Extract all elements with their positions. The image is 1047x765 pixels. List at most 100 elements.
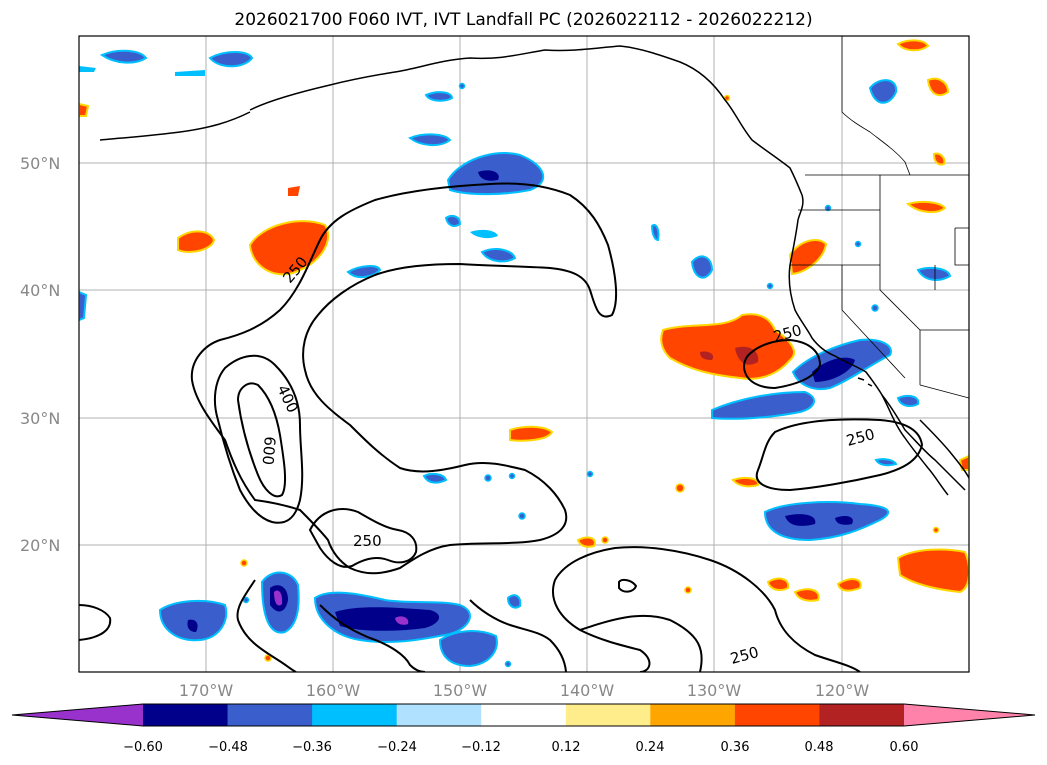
negative-patch — [868, 79, 898, 104]
negative-patch — [690, 255, 714, 279]
positive-patch — [788, 239, 828, 276]
negative-anomaly-patches — [79, 49, 952, 668]
gulf-of-california-coast — [919, 419, 969, 479]
ivt-contours — [79, 182, 924, 672]
colorbar-segment — [734, 704, 820, 726]
ivt-contour — [319, 604, 426, 672]
negative-dot — [824, 204, 832, 212]
negative-patch — [346, 265, 382, 278]
negative-patch — [470, 229, 498, 239]
negative-patch — [99, 49, 148, 64]
colorbar-tick-label: 0.48 — [805, 740, 834, 755]
political-borders — [790, 36, 969, 399]
baja-california — [881, 394, 949, 496]
positive-patch — [288, 186, 300, 196]
colorbar-segment — [481, 704, 567, 726]
contour-label: 600 — [259, 436, 279, 466]
colorbar-tick-label: −0.24 — [377, 740, 417, 755]
lat-label: 20°N — [20, 536, 60, 555]
ivt-contour — [236, 579, 297, 672]
lon-label: 120°W — [815, 681, 870, 700]
positive-patch — [793, 588, 820, 602]
negative-dot — [242, 596, 250, 604]
negative-dot — [518, 512, 526, 520]
negative-dot — [854, 240, 862, 248]
alaska-coast — [249, 45, 803, 196]
positive-dot — [240, 559, 248, 567]
negative-patch — [874, 458, 898, 467]
positive-patch — [932, 152, 946, 166]
positive-patch — [896, 39, 930, 52]
colorbar-segment — [227, 704, 313, 726]
ivt-contour — [308, 508, 418, 568]
colorbar-tick-label: 0.24 — [636, 740, 665, 755]
positive-patch — [177, 230, 216, 253]
contour-label: 250 — [353, 532, 382, 550]
colorbar — [11, 703, 1036, 727]
colorbar-segment — [396, 704, 482, 726]
positive-dot — [675, 483, 685, 493]
negative-patch — [408, 133, 452, 146]
colorbar-tick-label: 0.36 — [721, 740, 750, 755]
colorbar-tick-label: −0.12 — [461, 740, 501, 755]
ivt-contour — [742, 338, 822, 390]
state-borders — [790, 175, 969, 399]
colorbar-segment — [819, 704, 905, 726]
negative-patch-core — [835, 516, 853, 525]
positive-anomaly-patches — [79, 39, 969, 662]
negative-dot — [484, 474, 492, 482]
negative-patch-core — [187, 619, 198, 632]
colorbar-segment — [650, 704, 736, 726]
alaska-canada-border — [841, 36, 911, 176]
negative-patch — [444, 215, 462, 227]
negative-patch — [506, 594, 522, 609]
lat-label: 40°N — [20, 281, 60, 300]
negative-patch — [208, 51, 254, 68]
negative-patch-core — [478, 170, 499, 181]
ivt-contour — [552, 546, 861, 672]
negative-patch — [650, 224, 660, 242]
aleutian-chain — [99, 111, 251, 141]
positive-patch — [79, 102, 90, 117]
negative-patch — [422, 472, 448, 484]
positive-patch-core — [700, 351, 714, 360]
positive-patch — [509, 425, 554, 442]
negative-patch — [916, 267, 952, 281]
lon-label: 170°W — [179, 681, 234, 700]
negative-dot — [766, 282, 774, 290]
colorbar-tick-label: 0.60 — [890, 740, 919, 755]
ivt-contour — [618, 578, 638, 593]
negative-patch — [711, 390, 815, 420]
lat-label: 50°N — [20, 154, 60, 173]
colorbar-tick-label: −0.36 — [292, 740, 332, 755]
coastlines — [99, 45, 969, 496]
map-content: 250 400 600 250 250 250 250 — [79, 36, 969, 672]
canada-coast — [797, 194, 804, 221]
negative-patch — [79, 290, 88, 322]
positive-dot — [264, 654, 272, 662]
negative-dot — [586, 470, 594, 478]
negative-patch-core — [785, 514, 816, 526]
ivt-contour — [236, 382, 287, 498]
positive-patch — [926, 77, 950, 97]
map-frame — [78, 35, 970, 673]
colorbar-segment — [143, 704, 229, 726]
lon-label: 130°W — [687, 681, 742, 700]
negative-dot — [504, 660, 512, 668]
colorbar-outline — [11, 703, 1036, 727]
negative-patch — [175, 70, 205, 76]
negative-dot — [458, 82, 466, 90]
lat-label: 30°N — [20, 409, 60, 428]
colorbar-tick-label: −0.60 — [123, 740, 163, 755]
colorbar-extend-low — [12, 704, 143, 726]
positive-patch — [905, 200, 947, 214]
us-west-coast — [788, 219, 966, 491]
colorbar-tick-label: −0.48 — [208, 740, 248, 755]
lon-label: 160°W — [306, 681, 361, 700]
positive-patch — [248, 220, 330, 276]
channel-islands — [857, 377, 873, 387]
ivt-contour — [755, 418, 924, 492]
colorbar-tick-label: 0.12 — [552, 740, 581, 755]
positive-patch — [766, 577, 790, 591]
